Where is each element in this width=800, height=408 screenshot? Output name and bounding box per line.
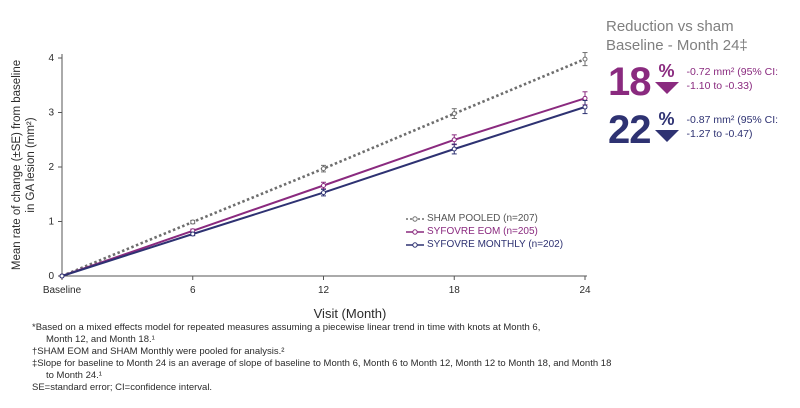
data-point-eom <box>582 95 588 101</box>
reduction-panel-title: Reduction vs sham Baseline - Month 24‡ <box>606 17 796 55</box>
footnote-2: †SHAM EOM and SHAM Monthly were pooled f… <box>32 346 285 357</box>
stat-monthly-value: 22 <box>608 108 651 152</box>
y-tick-label: 1 <box>48 217 54 228</box>
x-tick-label: 18 <box>449 285 461 296</box>
x-tick-label: 12 <box>318 285 330 296</box>
data-point-monthly <box>321 190 326 196</box>
y-tick-label: 4 <box>48 53 54 64</box>
footnote-3-cont: to Month 24.¹ <box>46 370 102 381</box>
legend-label-sham: SHAM POOLED (n=207) <box>427 213 538 224</box>
data-point-sham <box>582 56 588 62</box>
data-point-monthly <box>451 146 457 152</box>
down-arrow-icon <box>654 130 679 142</box>
x-tick-label: Baseline <box>43 285 82 296</box>
stat-eom-symbol: % <box>653 62 681 94</box>
stat-eom-detail: -0.72 mm² (95% CI: -1.10 to -0.33) <box>687 65 797 93</box>
legend-label-monthly: SYFOVRE MONTHLY (n=202) <box>427 239 564 250</box>
stat-eom-line2: -1.10 to -0.33) <box>686 80 753 92</box>
data-point-monthly <box>582 104 588 110</box>
data-point-eom <box>451 137 457 143</box>
footnote-1-cont: Month 12, and Month 18.¹ <box>46 334 155 345</box>
footnote-1: *Based on a mixed effects model for repe… <box>32 322 541 333</box>
stat-monthly-detail: -0.87 mm² (95% CI: -1.27 to -0.47) <box>687 113 797 141</box>
legend-swatch-sham <box>406 215 424 222</box>
stat-monthly-line2: -1.27 to -0.47) <box>686 128 753 140</box>
stat-eom: 18 % -0.72 mm² (95% CI: -1.10 to -0.33) <box>608 62 797 102</box>
stat-eom-line1: -0.72 mm² (95% CI: <box>686 66 779 78</box>
legend-swatch-monthly <box>406 241 424 248</box>
y-tick-label: 3 <box>48 108 54 119</box>
x-axis-label: Visit (Month) <box>313 306 387 321</box>
stat-monthly-symbol: % <box>653 110 681 142</box>
data-point-monthly <box>59 273 65 279</box>
x-tick-label: 6 <box>190 285 196 296</box>
y-tick-label: 0 <box>48 271 54 282</box>
stat-monthly-line1: -0.87 mm² (95% CI: <box>686 114 779 126</box>
stat-monthly-percent: % <box>658 109 675 129</box>
stat-monthly: 22 % -0.87 mm² (95% CI: -1.27 to -0.47) <box>608 110 797 150</box>
data-point-eom <box>321 183 326 189</box>
x-tick-label: 24 <box>579 285 591 296</box>
stat-eom-percent: % <box>658 61 675 81</box>
legend-item-eom: SYFOVRE EOM (n=205) <box>406 225 563 238</box>
data-point-monthly <box>190 231 196 237</box>
data-point-sham <box>451 111 457 117</box>
reduction-title-line2: Baseline - Month 24‡ <box>606 37 748 54</box>
legend-item-sham: SHAM POOLED (n=207) <box>406 212 563 225</box>
series-line-sham <box>61 57 586 278</box>
legend-label-eom: SYFOVRE EOM (n=205) <box>427 226 538 237</box>
y-axis-label-line2: in GA lesion (mm²) <box>25 117 37 213</box>
chart-legend: SHAM POOLED (n=207) SYFOVRE EOM (n=205) … <box>406 212 563 251</box>
footnote-3: ‡Slope for baseline to Month 24 is an av… <box>32 358 612 369</box>
y-axis-label-line1: Mean rate of change (±SE) from baseline <box>11 59 23 271</box>
down-arrow-icon <box>654 82 679 94</box>
legend-item-monthly: SYFOVRE MONTHLY (n=202) <box>406 238 563 251</box>
y-tick-label: 2 <box>48 162 54 173</box>
data-point-sham <box>190 219 196 225</box>
footnote-4: SE=standard error; CI=confidence interva… <box>32 382 213 393</box>
reduction-title-line1: Reduction vs sham <box>606 18 734 35</box>
stat-eom-value: 18 <box>608 60 651 104</box>
legend-swatch-eom <box>406 228 424 235</box>
footnotes: *Based on a mixed effects model for repe… <box>32 322 792 394</box>
data-point-sham <box>321 166 326 172</box>
y-axis-label: Mean rate of change (±SE) from baseline … <box>4 60 44 270</box>
